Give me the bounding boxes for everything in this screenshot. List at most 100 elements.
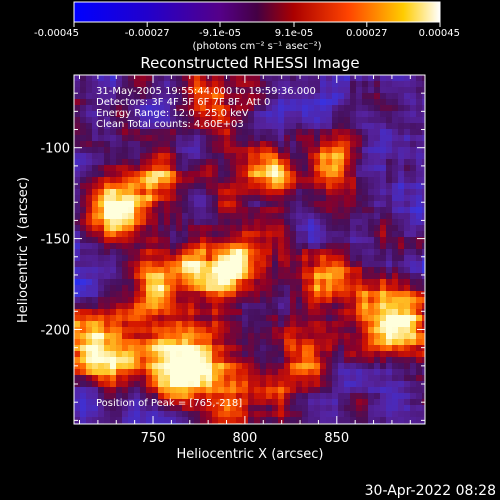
heatmap-cell	[422, 291, 425, 298]
heatmap-cell	[146, 405, 153, 412]
heatmap-cell	[266, 171, 273, 178]
heatmap-cell	[170, 219, 177, 226]
heatmap-cell	[338, 147, 345, 154]
heatmap-cell	[116, 345, 123, 352]
heatmap-cell	[224, 327, 231, 334]
heatmap-cell	[182, 231, 189, 238]
heatmap-cell	[368, 297, 375, 304]
heatmap-cell	[302, 261, 309, 268]
heatmap-cell	[272, 189, 279, 196]
heatmap-cell	[308, 153, 315, 160]
heatmap-cell	[296, 327, 303, 334]
heatmap-cell	[128, 183, 135, 190]
heatmap-cell	[122, 243, 129, 250]
heatmap-cell	[266, 237, 273, 244]
heatmap-cell	[140, 129, 147, 136]
heatmap-cell	[110, 345, 117, 352]
heatmap-cell	[338, 285, 345, 292]
heatmap-cell	[158, 111, 165, 118]
heatmap-cell	[326, 315, 333, 322]
heatmap-cell	[188, 363, 195, 370]
heatmap-cell	[266, 177, 273, 184]
heatmap-cell	[332, 249, 339, 256]
heatmap-cell	[80, 81, 87, 88]
heatmap-cell	[362, 255, 369, 262]
heatmap-cell	[242, 387, 249, 394]
heatmap-cell	[170, 273, 177, 280]
heatmap-cell	[332, 309, 339, 316]
heatmap-cell	[92, 297, 99, 304]
heatmap-cell	[404, 381, 411, 388]
heatmap-cell	[200, 285, 207, 292]
heatmap-cell	[404, 237, 411, 244]
heatmap-cell	[302, 177, 309, 184]
heatmap-cell	[248, 219, 255, 226]
heatmap-cell	[416, 225, 423, 232]
heatmap-cell	[254, 99, 261, 106]
heatmap-cell	[326, 405, 333, 412]
heatmap-cell	[362, 159, 369, 166]
heatmap-cell	[314, 417, 321, 424]
heatmap-cell	[380, 363, 387, 370]
heatmap-cell	[182, 297, 189, 304]
heatmap-cell	[242, 303, 249, 310]
heatmap-cell	[170, 213, 177, 220]
heatmap-cell	[398, 171, 405, 178]
heatmap-cell	[314, 237, 321, 244]
heatmap-cell	[170, 183, 177, 190]
heatmap-cell	[236, 399, 243, 406]
heatmap-cell	[314, 303, 321, 310]
heatmap-cell	[398, 105, 405, 112]
heatmap-cell	[404, 231, 411, 238]
heatmap-cell	[122, 267, 129, 274]
heatmap-cell	[218, 207, 225, 214]
heatmap-cell	[140, 285, 147, 292]
heatmap-cell	[314, 111, 321, 118]
heatmap-cell	[116, 147, 123, 154]
heatmap-cell	[146, 363, 153, 370]
heatmap-cell	[320, 393, 327, 400]
heatmap-cell	[212, 363, 219, 370]
heatmap-cell	[182, 207, 189, 214]
heatmap-cell	[206, 207, 213, 214]
heatmap-cell	[242, 237, 249, 244]
heatmap-cell	[194, 255, 201, 262]
heatmap-cell	[356, 279, 363, 286]
heatmap-cell	[200, 195, 207, 202]
heatmap-cell	[176, 159, 183, 166]
heatmap-cell	[386, 159, 393, 166]
heatmap-cell	[80, 309, 87, 316]
heatmap-cell	[404, 339, 411, 346]
heatmap-cell	[164, 357, 171, 364]
heatmap-cell	[110, 255, 117, 262]
heatmap-cell	[116, 273, 123, 280]
heatmap-cell	[368, 93, 375, 100]
heatmap-cell	[104, 303, 111, 310]
heatmap-cell	[422, 75, 425, 82]
heatmap-cell	[242, 213, 249, 220]
heatmap-cell	[422, 357, 425, 364]
heatmap-cell	[350, 225, 357, 232]
heatmap-cell	[266, 147, 273, 154]
heatmap-cell	[104, 315, 111, 322]
heatmap-cell	[344, 285, 351, 292]
heatmap-cell	[380, 375, 387, 382]
heatmap-cell	[236, 207, 243, 214]
heatmap-cell	[386, 417, 393, 424]
heatmap-cell	[140, 117, 147, 124]
heatmap-cell	[344, 123, 351, 130]
heatmap-cell	[320, 105, 327, 112]
heatmap-cell	[152, 165, 159, 172]
heatmap-cell	[176, 87, 183, 94]
heatmap-cell	[80, 171, 87, 178]
heatmap-cell	[188, 153, 195, 160]
heatmap-cell	[326, 303, 333, 310]
heatmap-cell	[164, 267, 171, 274]
heatmap-cell	[308, 393, 315, 400]
heatmap-cell	[356, 75, 363, 82]
heatmap-cell	[350, 393, 357, 400]
heatmap-cell	[128, 351, 135, 358]
heatmap-cell	[200, 387, 207, 394]
heatmap-cell	[152, 399, 159, 406]
heatmap-cell	[422, 87, 425, 94]
